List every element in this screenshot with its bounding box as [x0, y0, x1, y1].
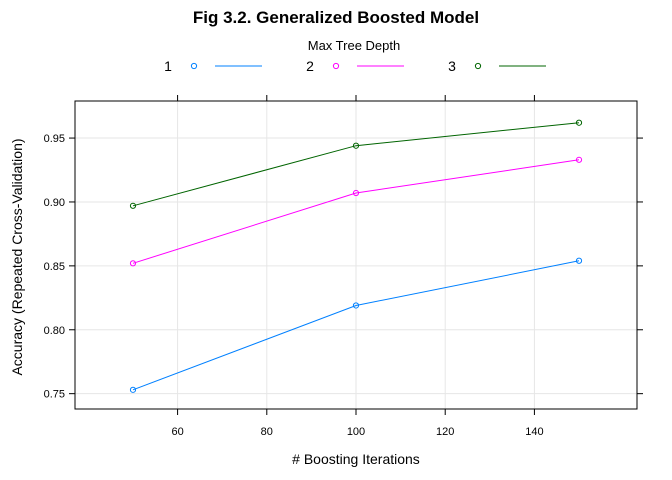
- y-tick-label: 0.75: [44, 389, 65, 401]
- data-point-1: [352, 302, 360, 309]
- series-line-2: [132, 159, 580, 264]
- x-tick-label: 80: [261, 426, 273, 438]
- legend-marker-3: [474, 62, 482, 70]
- data-point-3: [352, 142, 360, 149]
- legend: 1 2 3: [164, 58, 546, 74]
- legend-label-3: 3: [448, 58, 456, 74]
- series-group: [129, 119, 583, 393]
- y-tick-label: 0.90: [44, 197, 65, 209]
- x-tick-label: 140: [525, 426, 543, 438]
- axis-ticks: 60 80 100 120 140 0.75 0.80 0.85 0.90 0.95: [44, 95, 643, 438]
- series-line-3: [132, 122, 580, 207]
- legend-marker-2: [332, 62, 340, 70]
- x-axis-label: # Boosting Iterations: [292, 451, 420, 467]
- data-point-1: [129, 386, 137, 393]
- legend-title: Max Tree Depth: [308, 38, 401, 53]
- grid: [75, 101, 637, 409]
- x-tick-label: 120: [436, 426, 454, 438]
- data-point-2: [129, 260, 137, 267]
- plot-panel: [74, 100, 638, 410]
- chart-title: Fig 3.2. Generalized Boosted Model: [193, 8, 479, 27]
- y-axis-label: Accuracy (Repeated Cross-Validation): [9, 138, 25, 375]
- x-tick-label: 60: [171, 426, 183, 438]
- y-tick-label: 0.80: [44, 325, 65, 337]
- data-point-1: [575, 257, 583, 264]
- legend-marker-1: [190, 62, 198, 70]
- data-point-3: [129, 202, 137, 209]
- series-line-1: [132, 260, 580, 391]
- y-tick-label: 0.85: [44, 261, 65, 273]
- legend-label-2: 2: [306, 58, 314, 74]
- data-point-3: [575, 119, 583, 126]
- data-point-2: [575, 156, 583, 163]
- legend-label-1: 1: [164, 58, 172, 74]
- y-tick-label: 0.95: [44, 133, 65, 145]
- x-tick-label: 100: [347, 426, 365, 438]
- data-point-2: [352, 189, 360, 197]
